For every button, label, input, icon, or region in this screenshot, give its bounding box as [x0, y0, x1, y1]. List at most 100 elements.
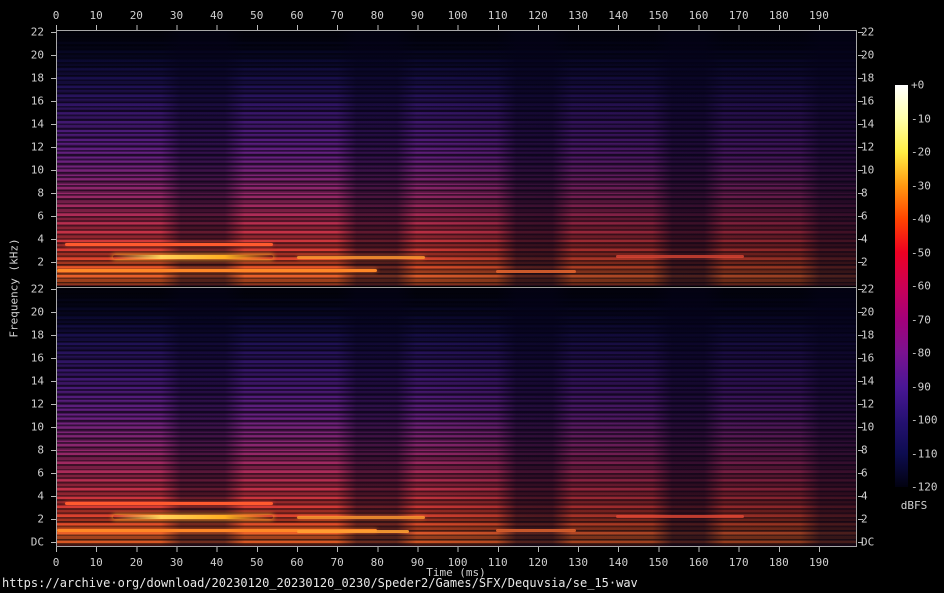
- tick-label: 14: [30, 374, 44, 388]
- energy-streak: [57, 529, 377, 533]
- freq-tick: 22: [0, 283, 50, 312]
- tick-label: 22: [861, 25, 875, 39]
- tick-label: 6: [861, 209, 868, 223]
- freq-tick: DC: [861, 536, 911, 565]
- freq-tick: 16: [0, 95, 50, 124]
- colorbar-tick: -110: [911, 447, 944, 488]
- freq-tick: 8: [0, 444, 50, 473]
- tick-label: 120: [527, 9, 548, 22]
- tick-label: -110: [911, 447, 938, 460]
- tick-label: 80: [370, 9, 384, 22]
- freq-labels-right-ch1: 22 20 18 16 14 12 10 8 6 4 2: [861, 26, 911, 285]
- tick-label: 16: [861, 94, 875, 108]
- tick-label: -10: [911, 112, 931, 125]
- freq-ticks-right-ch2: [858, 289, 863, 543]
- time-tick: 60: [290, 556, 337, 569]
- tick-label: 18: [861, 71, 875, 85]
- freq-tick: 8: [861, 444, 911, 473]
- tick-label: 14: [30, 117, 44, 131]
- tick-label: 140: [608, 556, 629, 569]
- tick-label: 50: [250, 556, 264, 569]
- tick-label: 20: [129, 9, 143, 22]
- tick-label: 110: [487, 9, 508, 22]
- freq-tick: 12: [0, 398, 50, 427]
- tick-label: 18: [30, 328, 44, 342]
- tick-label: 20: [129, 556, 143, 569]
- tick-label: 8: [37, 443, 44, 457]
- tick-label: 60: [290, 9, 304, 22]
- time-tick: 60: [290, 9, 337, 22]
- tick-label: 4: [37, 489, 44, 503]
- time-tick: 100: [448, 556, 498, 569]
- tick-label: 2: [37, 255, 44, 269]
- time-tick: 30: [170, 9, 216, 22]
- tick-label: 10: [89, 9, 103, 22]
- freq-tick: 8: [0, 187, 50, 216]
- freq-tick: 6: [861, 210, 911, 239]
- tick-label: 120: [527, 556, 548, 569]
- time-tick: 120: [528, 556, 578, 569]
- tick-label: 16: [861, 351, 875, 365]
- freq-tick: 18: [0, 329, 50, 358]
- freq-ticks-left-ch1: [51, 32, 56, 264]
- tick-label: 4: [37, 232, 44, 246]
- tick-label: 170: [728, 9, 749, 22]
- freq-tick: 4: [861, 233, 911, 262]
- tick-label: -100: [911, 413, 938, 427]
- tick-label: 110: [487, 556, 508, 569]
- tick-label: 20: [30, 305, 44, 319]
- tick-label: 80: [370, 556, 384, 569]
- freq-tick: 18: [861, 72, 911, 101]
- time-tick: 140: [608, 556, 658, 569]
- time-axis-bottom-labels: 0 10 20 30 40 50 60 70 80 90 100 110 120 130 140 150 160…: [53, 556, 866, 569]
- time-tick: 80: [371, 9, 417, 22]
- time-tick: 110: [488, 9, 538, 22]
- freq-ticks-left-ch2: [51, 289, 56, 543]
- tick-label: 10: [89, 556, 103, 569]
- tick-label: 30: [169, 556, 184, 569]
- file-url-caption: https://archive·org/download/20230120_20…: [2, 576, 638, 590]
- tick-label: 0: [52, 9, 60, 22]
- tick-label: 190: [809, 556, 829, 569]
- tick-label: 10: [30, 163, 44, 177]
- tick-label: 12: [30, 140, 44, 154]
- time-axis-title: Time (ms): [426, 566, 486, 579]
- tick-label: 160: [688, 9, 709, 22]
- freq-tick: 2: [861, 513, 911, 542]
- freq-tick: 10: [0, 164, 50, 193]
- tick-label: 18: [30, 71, 44, 85]
- freq-tick: 22: [861, 26, 911, 55]
- time-tick: 160: [689, 556, 739, 569]
- energy-streak: [616, 515, 745, 519]
- tick-label: -70: [911, 313, 931, 326]
- freq-tick: 12: [861, 398, 911, 427]
- freq-tick: 6: [861, 467, 911, 496]
- tick-label: 130: [568, 556, 588, 569]
- tick-label: 18: [861, 328, 875, 342]
- time-tick: 40: [210, 9, 257, 22]
- freq-ticks-right-ch1: [858, 32, 863, 264]
- tick-label: 90: [410, 556, 425, 569]
- tick-label: 50: [250, 9, 264, 22]
- freq-tick: 20: [861, 306, 911, 335]
- colorbar-tick: -60: [911, 280, 944, 320]
- colorbar-tick: -120: [911, 481, 944, 521]
- tick-label: 8: [861, 186, 868, 200]
- freq-tick: 16: [861, 95, 911, 124]
- tick-label: 12: [861, 397, 875, 411]
- time-tick: 100: [448, 9, 498, 22]
- energy-streak: [496, 269, 577, 273]
- tick-label: -80: [911, 346, 931, 360]
- colorbar-tick: -90: [911, 380, 944, 421]
- colorbar-tick: -30: [911, 179, 944, 220]
- tick-label: -40: [911, 212, 931, 226]
- freq-tick: 14: [861, 118, 911, 147]
- tick-label: 4: [861, 232, 868, 246]
- tick-label: 16: [30, 94, 44, 108]
- time-axis-bottom-ticks: [56, 547, 822, 552]
- tick-label: DC: [861, 535, 875, 549]
- time-tick: 160: [689, 9, 739, 22]
- tick-label: 180: [768, 556, 789, 569]
- time-tick: 20: [130, 556, 176, 569]
- tick-label: -50: [911, 246, 931, 259]
